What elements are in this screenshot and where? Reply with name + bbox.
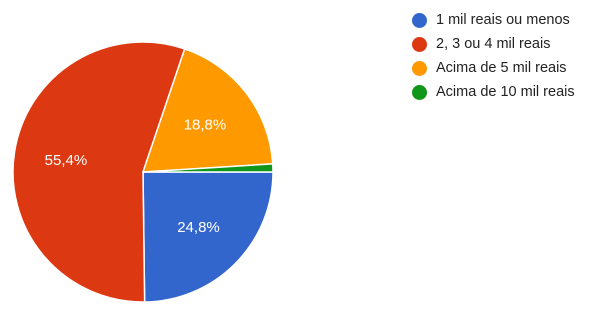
legend-swatch-2 — [412, 36, 427, 52]
legend-item-1: 1 mil reais ou menos — [412, 9, 575, 31]
slice-value-label-2: 55,4% — [45, 152, 88, 169]
legend-label-3: Acima de 5 mil reais — [436, 60, 567, 76]
legend-swatch-3 — [412, 60, 427, 76]
pie-slice-4 — [142, 163, 274, 173]
legend: 1 mil reais ou menos 2, 3 ou 4 mil reais… — [412, 9, 575, 105]
legend-label-4: Acima de 10 mil reais — [436, 84, 575, 100]
legend-label-1: 1 mil reais ou menos — [436, 12, 570, 28]
legend-label-2: 2, 3 ou 4 mil reais — [436, 36, 551, 52]
slice-value-label-3: 18,8% — [184, 117, 227, 134]
pie-slice-1 — [142, 171, 274, 303]
legend-item-2: 2, 3 ou 4 mil reais — [412, 33, 575, 55]
slice-value-label-1: 24,8% — [177, 219, 220, 236]
pie-slice-3 — [141, 47, 274, 173]
legend-swatch-4 — [412, 84, 427, 100]
legend-item-3: Acima de 5 mil reais — [412, 57, 575, 79]
pie-slice-2 — [12, 41, 186, 303]
legend-item-4: Acima de 10 mil reais — [412, 81, 575, 103]
legend-swatch-1 — [412, 12, 427, 28]
